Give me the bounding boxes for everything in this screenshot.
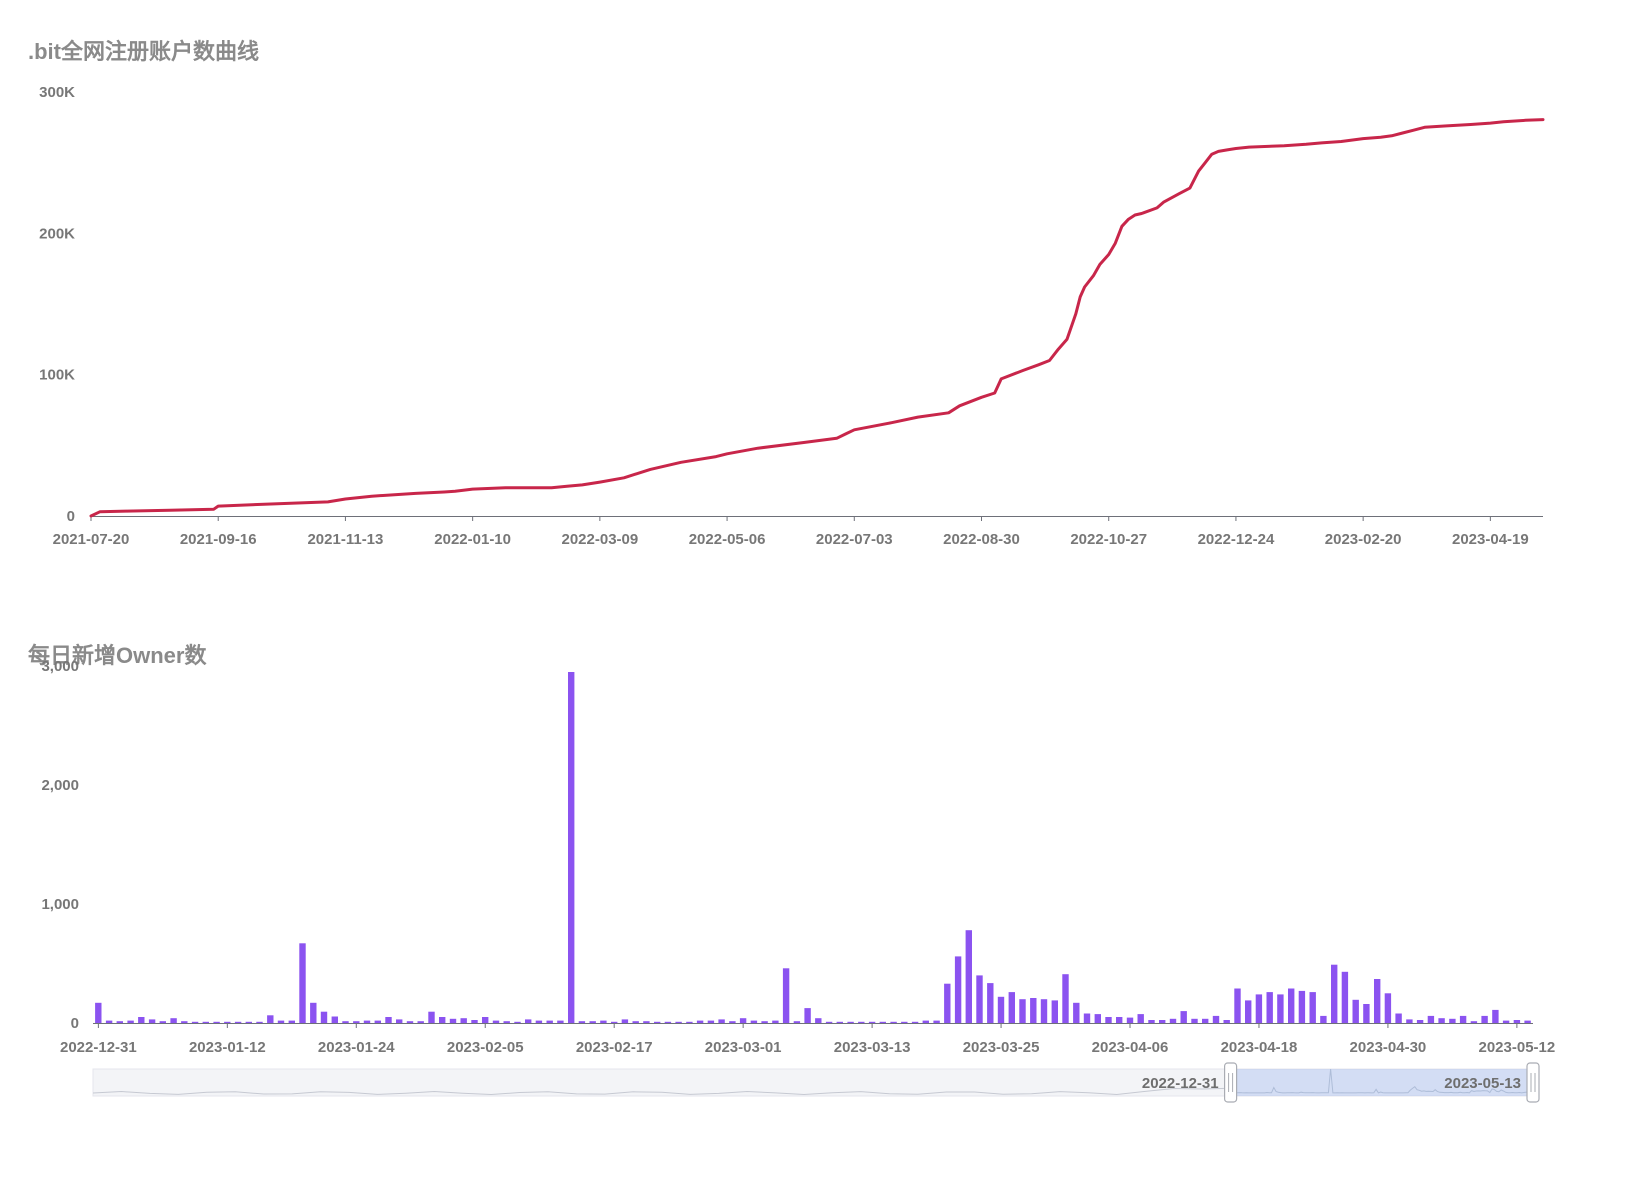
x-tick-label: 2022-08-30 — [943, 531, 1020, 548]
x-tick-label: 2022-07-03 — [816, 531, 893, 548]
x-tick-label: 2022-03-09 — [561, 531, 638, 548]
x-tick-label: 2022-05-06 — [689, 531, 766, 548]
line-chart-title: .bit全网注册账户数曲线 — [28, 39, 259, 64]
y-tick-label: 200K — [39, 225, 75, 242]
y-tick-label: 0 — [67, 508, 75, 525]
x-tick-label: 2021-11-13 — [307, 531, 383, 548]
y-tick-label: 100K — [39, 367, 75, 384]
x-tick-label: 2021-07-20 — [53, 531, 130, 548]
x-tick-label: 2022-10-27 — [1070, 531, 1147, 548]
series-line — [89, 118, 1545, 518]
x-tick-label: 2022-12-24 — [1198, 531, 1275, 548]
x-tick-label: 2022-01-10 — [434, 531, 511, 548]
x-tick-label: 2023-02-20 — [1325, 531, 1402, 548]
x-tick-label: 2023-04-19 — [1452, 531, 1529, 548]
bar-chart-title: 每日新增Owner数 — [28, 643, 207, 668]
x-tick-label: 2021-09-16 — [180, 531, 257, 548]
y-tick-label: 300K — [39, 84, 75, 101]
